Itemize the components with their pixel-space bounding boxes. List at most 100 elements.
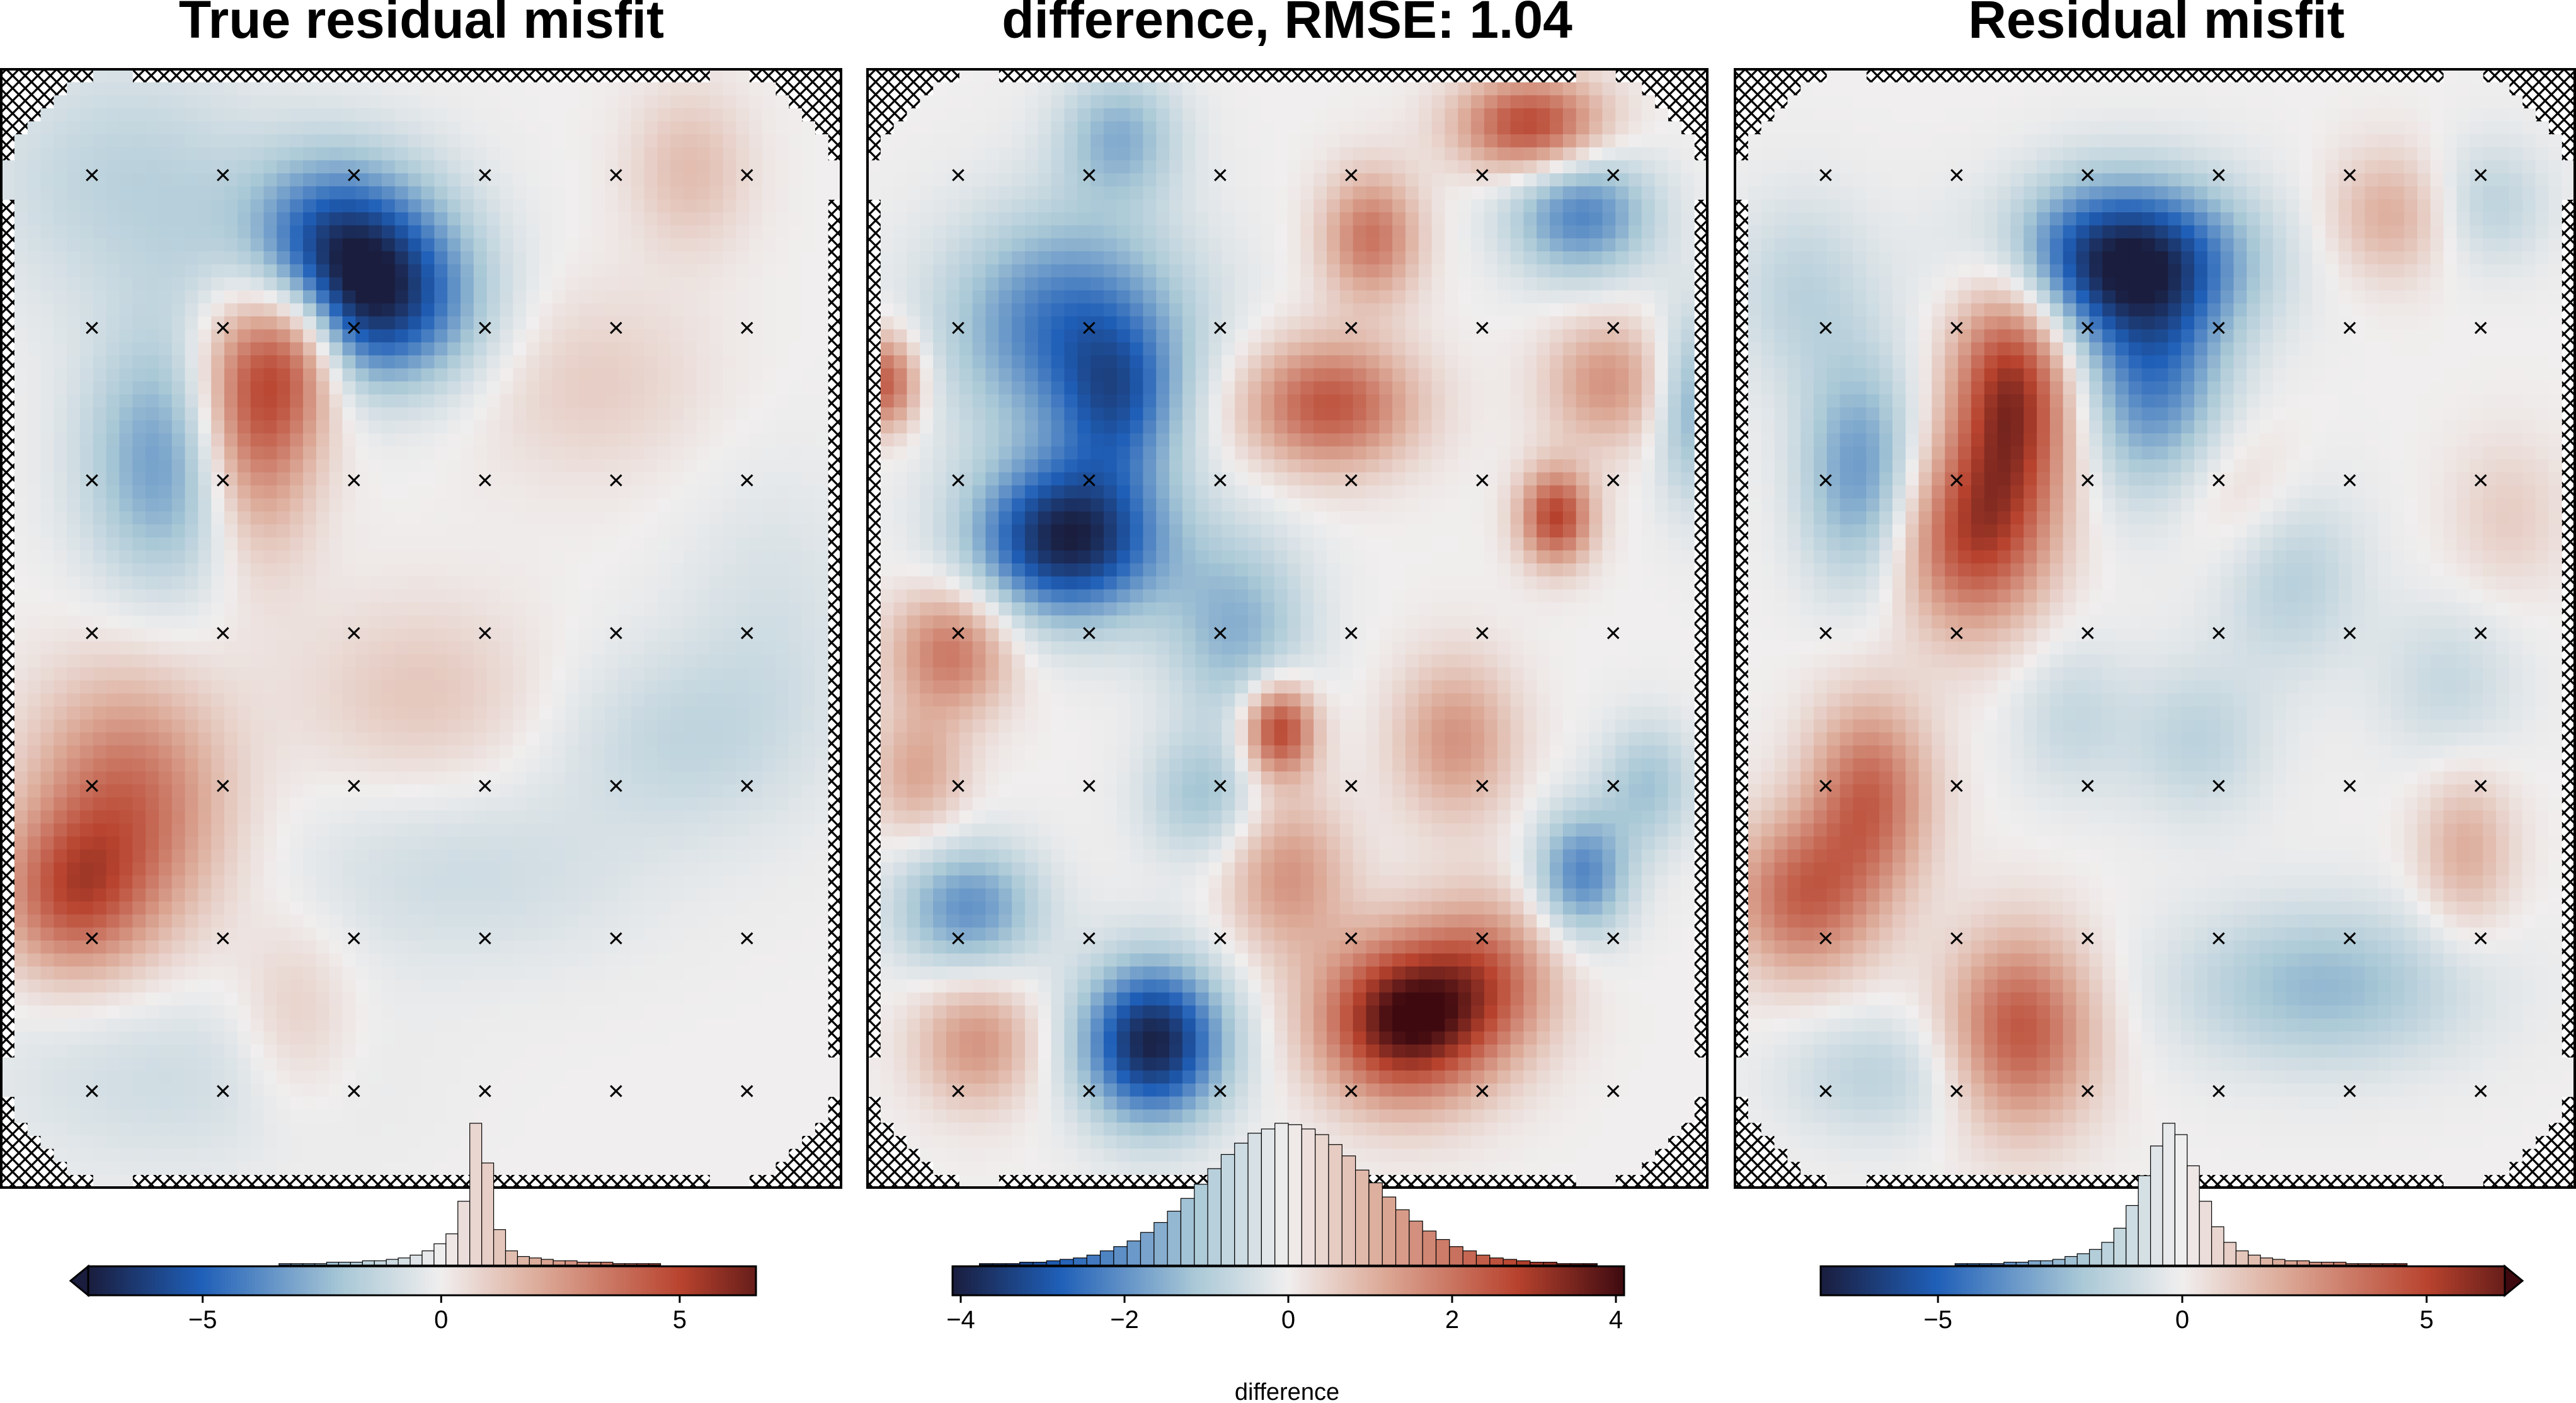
heatmap-cell <box>801 888 815 902</box>
heatmap-cell <box>185 303 199 317</box>
heatmap-cell <box>132 732 146 746</box>
heatmap-cell <box>79 1057 94 1071</box>
heatmap-cell <box>211 368 225 382</box>
heatmap-cell <box>198 485 212 499</box>
heatmap-cell <box>224 147 238 161</box>
heatmap-cell <box>486 693 501 707</box>
heatmap-cell <box>631 225 645 239</box>
heatmap-cell <box>696 511 711 525</box>
heatmap-cell <box>303 888 317 902</box>
heatmap-cell <box>513 472 527 486</box>
heatmap-cell <box>657 212 671 226</box>
heatmap-cell <box>631 1044 645 1058</box>
heatmap-cell <box>670 82 684 96</box>
heatmap-cell <box>342 446 356 460</box>
heatmap-cell <box>709 693 724 707</box>
heatmap-cell <box>513 1109 527 1123</box>
heatmap-cell <box>775 212 789 226</box>
heatmap-cell <box>329 706 343 720</box>
heatmap-cell <box>369 212 382 226</box>
heatmap-cell <box>79 615 94 629</box>
heatmap-cell <box>486 1044 501 1058</box>
heatmap-cell <box>434 966 448 980</box>
heatmap-cell <box>106 69 120 83</box>
heatmap-cell <box>578 407 592 421</box>
heatmap-cell <box>749 511 763 525</box>
heatmap-cell <box>40 290 54 304</box>
heatmap-cell <box>263 498 277 512</box>
heatmap-cell <box>709 1044 724 1058</box>
heatmap-cell <box>224 615 238 629</box>
heatmap-cell <box>408 186 422 200</box>
heatmap-cell <box>565 1070 580 1084</box>
heatmap-cell <box>211 849 225 863</box>
heatmap-cell <box>762 368 776 382</box>
heatmap-cell <box>486 732 501 746</box>
heatmap-cell <box>211 563 225 577</box>
heatmap-cell <box>447 784 461 798</box>
heatmap-cell <box>696 264 711 278</box>
heatmap-cell <box>644 901 658 915</box>
heatmap-cell <box>329 316 343 330</box>
heatmap-cell <box>657 1109 671 1123</box>
heatmap-cell <box>539 563 553 577</box>
heatmap-cell <box>592 836 605 850</box>
heatmap-cell <box>526 108 540 122</box>
heatmap-cell <box>617 537 632 551</box>
heatmap-cell <box>631 446 645 460</box>
heatmap-cell <box>421 303 435 317</box>
heatmap-cell <box>171 264 186 278</box>
heatmap-cell <box>578 160 592 174</box>
heatmap-cell <box>526 1005 540 1019</box>
heatmap-cell <box>513 1070 527 1084</box>
heatmap-cell <box>749 1044 763 1058</box>
heatmap-cell <box>290 862 304 876</box>
heatmap-cell <box>132 511 146 525</box>
heatmap-cell <box>408 589 422 603</box>
heatmap-cell <box>394 498 409 512</box>
heatmap-cell <box>382 901 396 915</box>
heatmap-cell <box>146 667 159 681</box>
heatmap-cell <box>27 667 42 681</box>
heatmap-cell <box>290 940 304 954</box>
heatmap-cell <box>617 563 632 577</box>
heatmap-cell <box>316 433 330 447</box>
heatmap-cell <box>500 693 513 707</box>
heatmap-cell <box>394 719 409 733</box>
heatmap-cell <box>473 745 488 759</box>
heatmap-cell <box>631 732 645 746</box>
heatmap-cell <box>447 576 461 590</box>
heatmap-cell <box>198 1005 212 1019</box>
heatmap-cell <box>355 1031 369 1045</box>
heatmap-cell <box>565 862 580 876</box>
heatmap-cell <box>369 732 382 746</box>
heatmap-cell <box>670 121 684 135</box>
heatmap-cell <box>237 1096 251 1110</box>
heatmap-cell <box>263 316 277 330</box>
heatmap-cell <box>290 693 304 707</box>
heatmap-cell <box>552 381 566 395</box>
heatmap-cell <box>578 1109 592 1123</box>
heatmap-cell <box>460 1044 474 1058</box>
heatmap-cell <box>421 355 435 369</box>
heatmap-cell <box>250 316 265 330</box>
heatmap-cell <box>801 641 815 655</box>
heatmap-cell <box>224 1031 238 1045</box>
heatmap-cell <box>237 1122 251 1137</box>
heatmap-cell <box>277 1122 290 1137</box>
heatmap-cell <box>684 628 697 642</box>
heatmap-cell <box>27 303 42 317</box>
heatmap-cell <box>696 875 711 889</box>
heatmap-cell <box>486 641 501 655</box>
heatmap-cell <box>290 329 304 343</box>
heatmap-cell <box>211 108 225 122</box>
heatmap-cell <box>355 394 369 408</box>
heatmap-cell <box>132 160 146 174</box>
heatmap-cell <box>513 641 527 655</box>
heatmap-cell <box>684 173 697 187</box>
heatmap-cell <box>93 82 107 96</box>
heatmap-cell <box>801 1018 815 1032</box>
heatmap-cell <box>473 680 488 694</box>
heatmap-cell <box>277 134 290 148</box>
heatmap-cell <box>382 875 396 889</box>
